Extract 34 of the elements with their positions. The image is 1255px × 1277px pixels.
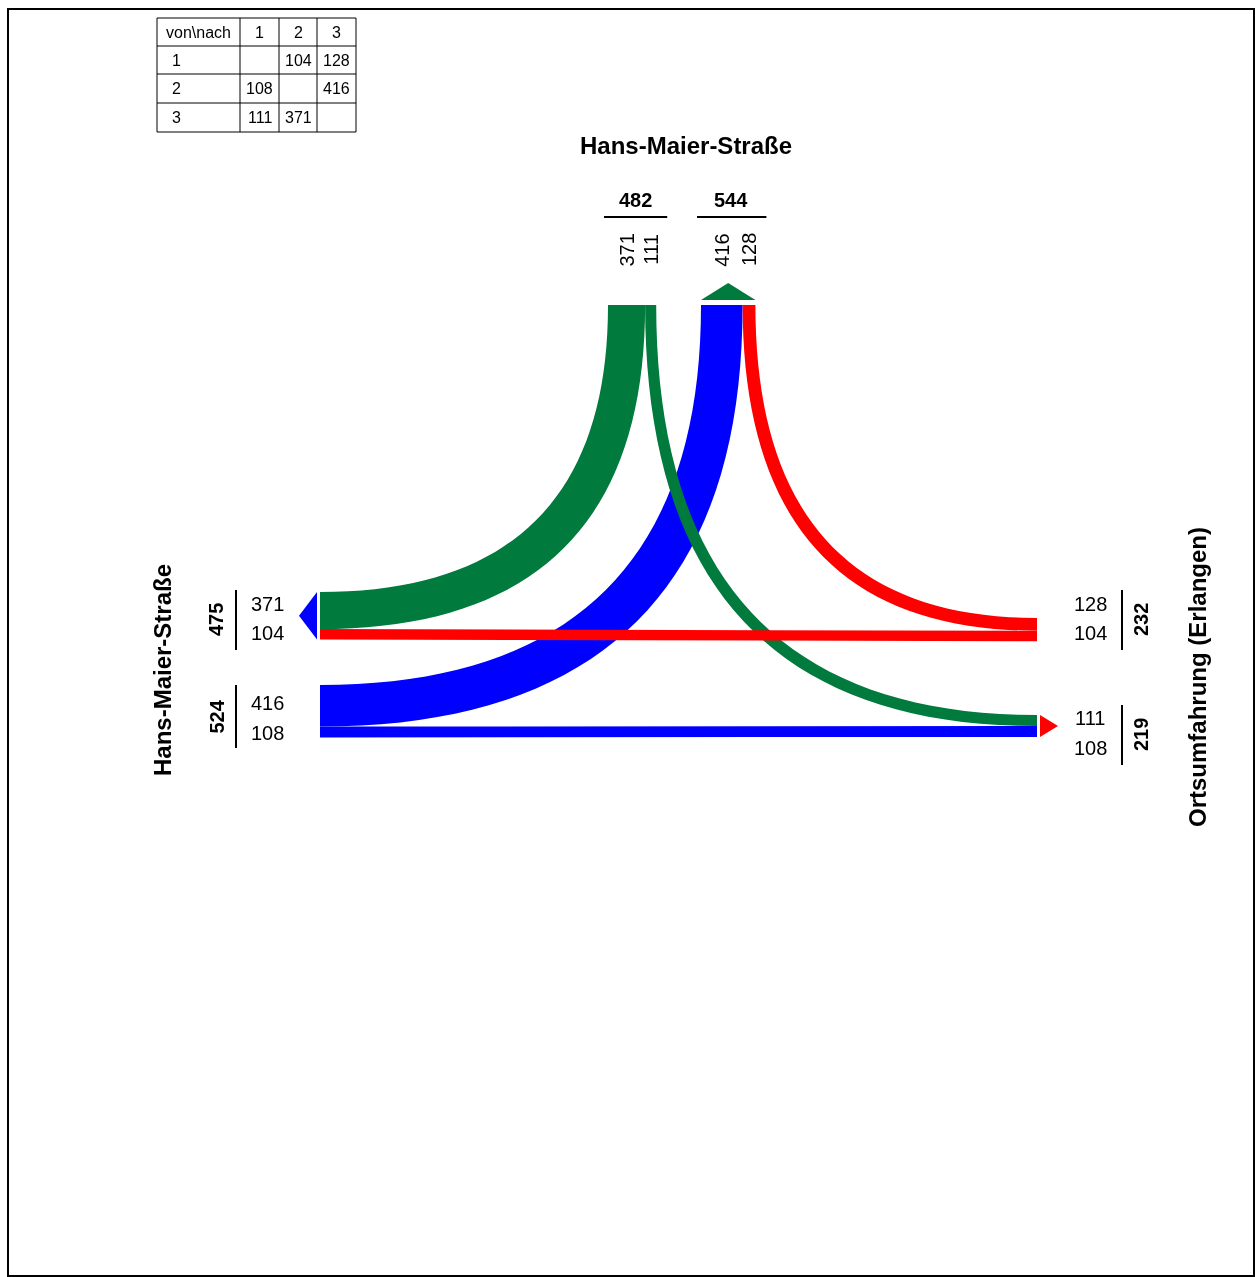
text: 371 bbox=[615, 233, 638, 267]
data-label: 108 bbox=[1074, 737, 1108, 759]
y-axis-title: von\nach bbox=[166, 24, 231, 41]
text: 219 bbox=[1130, 717, 1152, 751]
data-label: 371 bbox=[251, 593, 285, 615]
x-tick-label: 3 bbox=[332, 24, 341, 41]
text: 108 bbox=[251, 722, 285, 744]
category-label: Hans-Maier-Straße bbox=[149, 563, 176, 776]
text: 128 bbox=[1074, 593, 1108, 615]
text: 482 bbox=[619, 189, 653, 211]
data-label: 104 bbox=[251, 622, 285, 644]
text: 416 bbox=[251, 692, 285, 714]
y-tick-label: 1 bbox=[172, 52, 181, 69]
data-label: 416 bbox=[710, 233, 733, 267]
data-label: 111 bbox=[1075, 707, 1106, 729]
text: 104 bbox=[1074, 622, 1108, 644]
data-label: 108 bbox=[246, 80, 273, 97]
x-tick-label: 2 bbox=[294, 24, 303, 41]
y-tick-label: 2 bbox=[172, 80, 181, 97]
data-label: 111 bbox=[248, 109, 273, 126]
text: 232 bbox=[1130, 602, 1152, 636]
data-label: 371 bbox=[285, 109, 312, 126]
y-tick-label: 3 bbox=[172, 109, 181, 126]
data-label: 416 bbox=[323, 80, 350, 97]
text: 111 bbox=[639, 234, 662, 265]
category-label: Hans-Maier-Straße bbox=[580, 132, 793, 159]
category-label: Ortsumfahrung (Erlangen) bbox=[1184, 526, 1211, 827]
data-label: 128 bbox=[738, 232, 760, 266]
text: 544 bbox=[714, 189, 748, 211]
text: 475 bbox=[205, 602, 227, 636]
data-label: 128 bbox=[323, 52, 350, 69]
text: 524 bbox=[205, 700, 228, 734]
x-tick-label: 1 bbox=[255, 24, 264, 41]
data-label: 104 bbox=[285, 52, 312, 69]
